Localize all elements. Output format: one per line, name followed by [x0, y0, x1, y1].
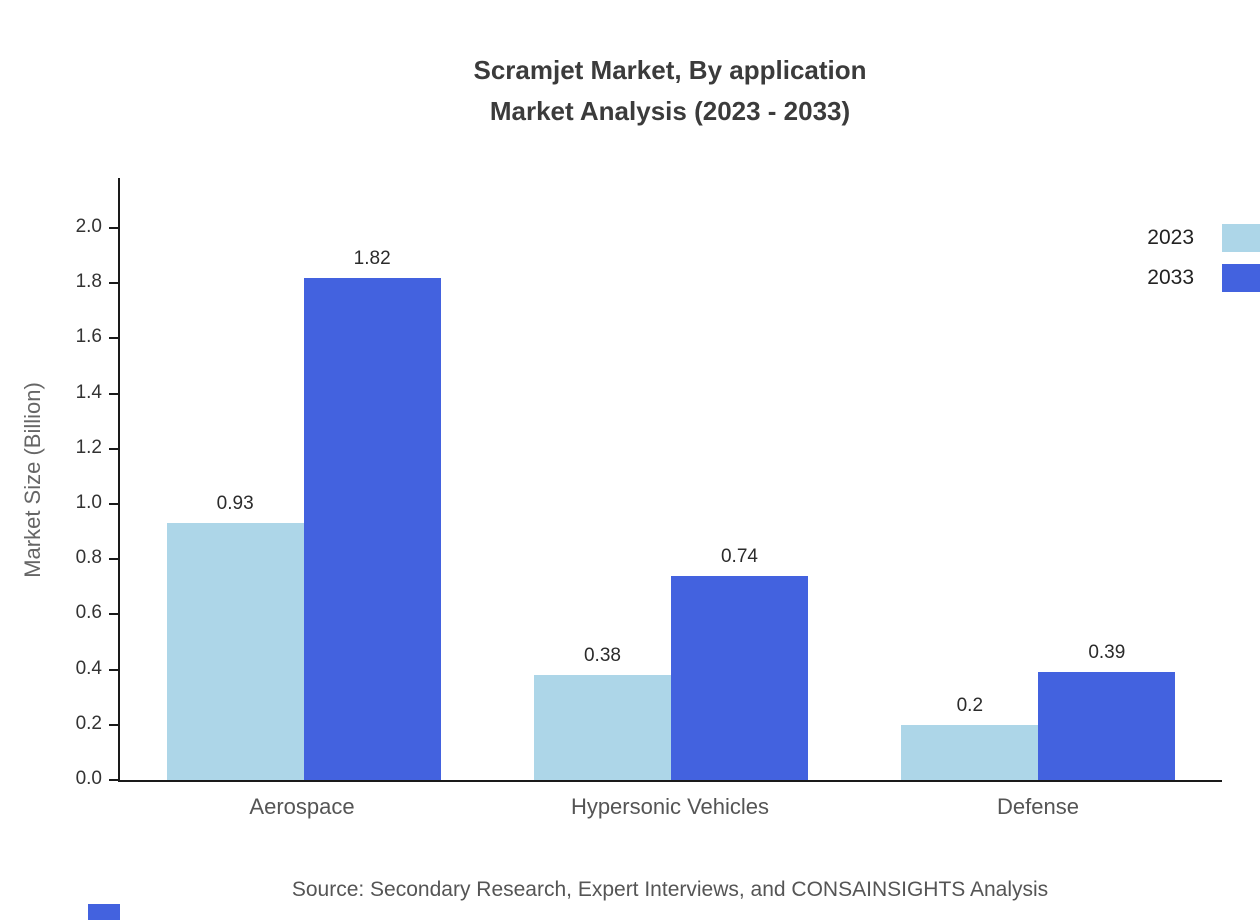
bar-group-aerospace: 0.93 1.82 [166, 247, 441, 780]
y-tick-mark [109, 613, 118, 616]
y-tick-mark [109, 779, 118, 781]
y-tick-label: 0.8 [75, 547, 102, 569]
y-tick-label: 0.4 [75, 657, 102, 679]
bar-wrap: 0.38 [533, 645, 671, 780]
y-tick-mark [109, 392, 118, 395]
bar-value-label: 0.39 [1088, 642, 1126, 664]
x-category-label: Hypersonic Vehicles [570, 794, 770, 819]
y-tick-label: 2.0 [75, 216, 102, 237]
y-tick-label: 1.0 [75, 492, 102, 513]
source-text: Source: Secondary Research, Expert Inter… [291, 878, 1049, 901]
bar-wrap: 0.2 [901, 694, 1039, 780]
bar-group-defense: 0.2 0.39 [901, 642, 1176, 780]
y-tick-mark [109, 558, 118, 561]
y-tick-mark [109, 668, 118, 671]
legend-row: 2033 [1147, 258, 1260, 298]
bar-value-label: 0.38 [583, 645, 621, 667]
bar-value-label: 0.2 [956, 694, 984, 716]
y-tick-label: 1.2 [75, 436, 102, 458]
y-tick-label: 0.2 [75, 712, 102, 734]
x-category-label: Aerospace [249, 794, 355, 819]
bar-2023-aerospace [166, 523, 304, 780]
chart-title-line1: Scramjet Market, By application [473, 55, 867, 85]
chart-title-line2: Market Analysis (2023 - 2033) [489, 96, 851, 126]
y-tick-mark [109, 503, 118, 505]
bar-wrap: 0.74 [670, 545, 808, 780]
legend-label: 2023 [1147, 226, 1194, 249]
legend-swatch [1222, 224, 1260, 252]
bar-2023-defense [901, 724, 1039, 780]
y-tick-label: 0.6 [75, 602, 102, 624]
bar-group-hypersonic-vehicles: 0.38 0.74 [533, 545, 808, 780]
y-tick-mark [109, 227, 118, 229]
bar-2023-hypersonic-vehicles [533, 675, 671, 780]
y-tick-label: 0.0 [75, 768, 102, 789]
legend-row: 2023 [1147, 218, 1260, 258]
x-category-label: Defense [997, 794, 1079, 819]
bar-2033-defense [1038, 672, 1176, 780]
bar-wrap: 0.93 [166, 493, 304, 780]
x-axis-labels: Aerospace Hypersonic Vehicles Defense [118, 794, 1222, 820]
legend: 2023 2033 [1147, 218, 1260, 298]
y-tick-mark [109, 337, 118, 340]
legend-label: 2033 [1147, 266, 1194, 289]
y-tick-label: 1.8 [75, 271, 102, 293]
y-tick-mark [109, 282, 118, 285]
y-tick-label: 1.4 [75, 381, 102, 403]
y-tick-label: 1.6 [75, 326, 102, 348]
y-tick-mark [109, 447, 118, 450]
bar-2033-hypersonic-vehicles [670, 575, 808, 780]
legend-swatch [1222, 264, 1260, 292]
bar-value-label: 1.82 [353, 247, 391, 269]
bar-value-label: 0.74 [720, 545, 758, 567]
bar-wrap: 0.39 [1038, 642, 1176, 780]
bar-wrap: 1.82 [303, 247, 441, 780]
bar-2033-aerospace [303, 277, 441, 780]
y-tick-mark [109, 723, 118, 726]
y-axis-title: Market Size (Billion) [20, 382, 45, 578]
chart-title: Scramjet Market, By application Market A… [118, 50, 1222, 132]
bar-groups: 0.93 1.82 0.38 0.74 0.2 0.39 [120, 178, 1222, 780]
plot-area: 0.0 0.2 0.4 0.6 0.8 1.0 1.2 1.4 1.6 1.8 2.0 0.93 1.… [76, 178, 1222, 789]
bottom-left-watermark [88, 904, 120, 920]
bar-value-label: 0.93 [216, 493, 254, 515]
